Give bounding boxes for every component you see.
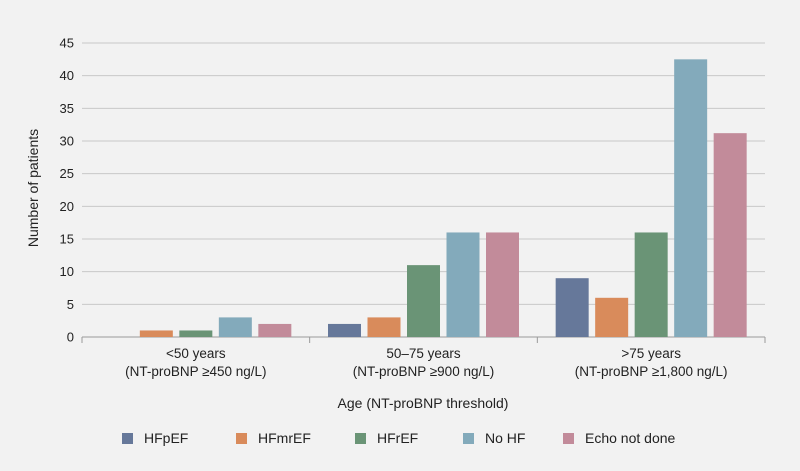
legend-label: HFpEF (144, 430, 188, 446)
legend-swatch (355, 433, 366, 444)
bar-echo-not-done-1 (486, 232, 519, 337)
gridlines (81, 42, 766, 343)
y-tick-label: 35 (60, 101, 74, 116)
x-category-label: (NT-proBNP ≥1,800 ng/L) (575, 364, 728, 379)
bar-no-hf-0 (218, 317, 252, 337)
y-tick-label: 5 (67, 297, 74, 312)
y-tick-label: 30 (60, 134, 74, 149)
legend-swatch (463, 433, 474, 444)
bar-hfref-1 (407, 265, 440, 337)
x-axis-title: Age (NT-proBNP threshold) (338, 395, 509, 411)
x-category-label: (NT-proBNP ≥450 ng/L) (125, 364, 266, 379)
bar-no-hf-2 (674, 59, 708, 337)
y-tick-label: 40 (60, 68, 74, 83)
legend-swatch (122, 433, 133, 444)
y-tick-label: 15 (60, 232, 74, 247)
y-tick-label: 0 (67, 330, 74, 345)
y-axis-title: Number of patients (25, 129, 41, 247)
legend-label: HFmrEF (258, 430, 311, 446)
legend-label: Echo not done (585, 430, 676, 446)
bar-hfref-2 (634, 232, 668, 337)
y-tick-label: 25 (60, 166, 74, 181)
y-tick-label: 20 (60, 199, 74, 214)
bar-hfmref-2 (595, 297, 629, 337)
y-tick-label: 10 (60, 264, 74, 279)
x-category-label: 50–75 years (386, 346, 461, 361)
bar-hfmref-1 (367, 317, 401, 337)
x-category-label: <50 years (166, 346, 226, 361)
bar-hfpef-2 (555, 278, 589, 337)
x-category-label: (NT-proBNP ≥900 ng/L) (353, 364, 494, 379)
bar-hfpef-1 (328, 323, 361, 337)
y-tick-label: 45 (60, 36, 74, 51)
y-tick-labels: 0 5 10 15 20 25 30 35 40 45 (60, 36, 74, 345)
x-category-label: >75 years (621, 346, 681, 361)
legend: HFpEF HFmrEF HFrEF No HF Echo not done (122, 430, 676, 446)
legend-label: HFrEF (377, 430, 418, 446)
bar-no-hf-1 (446, 232, 480, 337)
bar-echo-not-done-0 (258, 323, 292, 337)
bars (139, 59, 747, 337)
legend-label: No HF (485, 430, 525, 446)
legend-swatch (236, 433, 247, 444)
bar-hfmref-0 (139, 330, 173, 337)
legend-swatch (563, 433, 574, 444)
x-category-labels: <50 years (NT-proBNP ≥450 ng/L) 50–75 year… (125, 346, 727, 379)
bar-hfref-0 (179, 330, 213, 337)
bar-echo-not-done-2 (713, 133, 747, 337)
